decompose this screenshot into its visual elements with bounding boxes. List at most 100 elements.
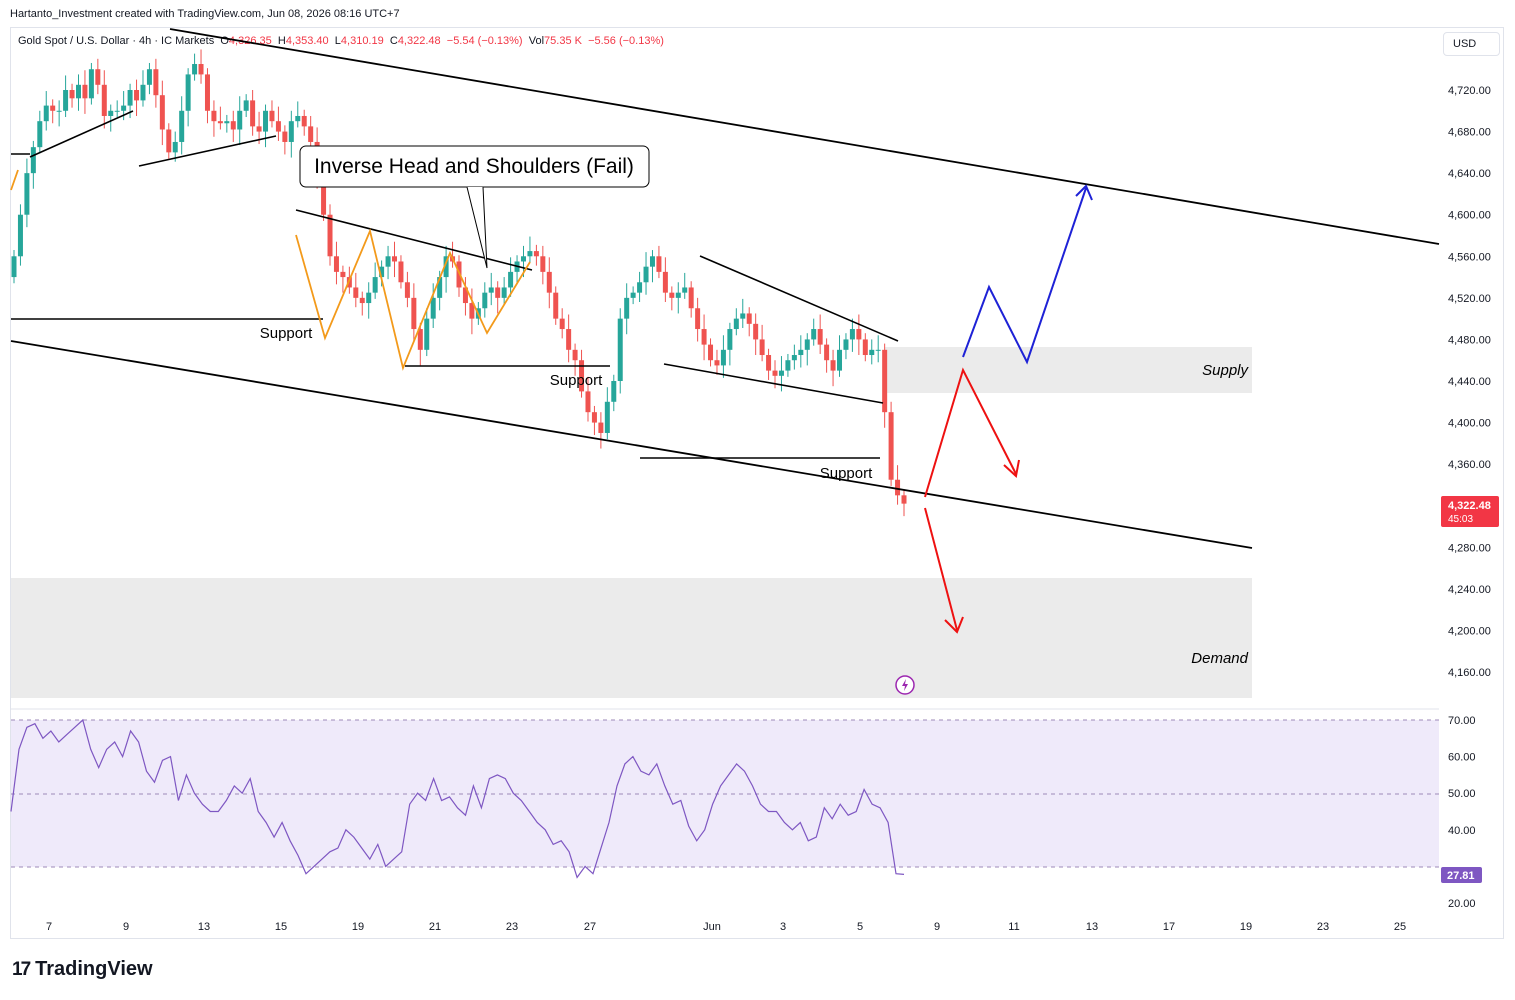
price-axis[interactable]: 4,720.00 4,680.00 4,640.00 4,600.00 4,560.00… [1448,85,1491,679]
candle-body [649,256,655,267]
symbol-label[interactable]: Gold Spot / U.S. Dollar · 4h · IC Market… [18,35,215,47]
support-label-3: Support [820,465,873,482]
close-value: 4,322.48 [397,35,441,47]
candle-body [192,64,198,75]
time-tick-label: 19 [1240,921,1252,933]
time-tick-label: 25 [1394,921,1406,933]
candle-body [585,391,591,413]
bearish-projection-path [924,367,1017,498]
candle-body [30,147,36,174]
candle-body [746,313,752,324]
price-tick-label: 4,280.00 [1448,542,1491,554]
candle-body [50,105,56,111]
price-tick-label: 4,440.00 [1448,376,1491,388]
candle-body [288,121,294,142]
time-tick-label: 13 [1086,921,1098,933]
callout-text: Inverse Head and Shoulders (Fail) [314,155,634,178]
time-tick-label: 3 [780,921,786,933]
candle-body [778,370,784,376]
low-value: 4,310.19 [340,35,384,47]
volume-value: 75.35 K [544,35,582,47]
candle-body [340,271,346,278]
candle-body [630,292,636,298]
price-tick-label: 4,400.00 [1448,418,1491,430]
candle-body [101,84,107,116]
price-tick-label: 4,200.00 [1448,625,1491,637]
candle-body [385,256,391,267]
candle-body [559,318,565,330]
bearish-arrowhead-1 [1003,459,1020,478]
candle-body [256,126,262,132]
volume-change: −5.56 (−0.13%) [588,35,664,47]
candle-body [888,412,894,480]
wedge-lower [663,363,884,404]
candle-body [82,84,88,99]
candle-body [179,110,185,142]
candle-body [75,84,81,99]
candle-body [488,287,494,293]
candle-body [146,69,152,85]
channel-upper-line [169,28,1440,245]
candle-body [533,251,539,257]
tradingview-brand[interactable]: 17 TradingView [12,958,153,981]
open-label: O [220,35,229,47]
rsi-tick-label: 40.00 [1448,825,1476,837]
candle-body [366,292,372,304]
candle-body [546,271,552,293]
candle-body [43,105,49,122]
candle-body [17,214,23,257]
candle-body [166,129,172,153]
last-price-text: 4,322.48 [1448,500,1491,512]
candle-body [295,115,301,122]
candle-body [882,349,888,413]
candle-body [353,287,359,298]
time-tick-label: 19 [352,921,364,933]
candle-body [404,282,410,298]
candle-body [766,355,772,371]
candle-body [462,287,468,304]
time-axis[interactable]: 7 9 13 15 19 21 23 27 Jun 3 5 9 11 13 17 19 23 25 [46,921,1406,933]
tradingview-logo-icon: 17 [12,958,31,980]
candle-body [772,370,778,376]
time-tick-label: 23 [1317,921,1329,933]
candle-body [611,381,617,402]
candle-body [669,292,675,298]
candle-body [333,256,339,272]
candle-body [540,256,546,272]
candle-body [740,313,746,319]
candle-body [714,360,720,366]
candle-body [662,271,668,293]
candle-body [695,308,701,330]
time-tick-label: 5 [857,921,863,933]
low-label: L [334,35,341,47]
candle-body [134,90,140,101]
price-tick-label: 4,720.00 [1448,85,1491,97]
candle-body [153,69,159,96]
candle-body [185,74,191,111]
candle-body [566,329,572,350]
candle-body [63,90,69,111]
currency-button[interactable]: USD [1443,32,1500,56]
price-tick-label: 4,360.00 [1448,459,1491,471]
price-tick-label: 4,560.00 [1448,251,1491,263]
candle-body [830,360,836,371]
bearish-drop-path [924,507,958,631]
candle-body [804,339,810,350]
candle-body [95,69,101,85]
rsi-tick-label: 20.00 [1448,898,1476,910]
price-tick-label: 4,600.00 [1448,210,1491,222]
candle-body [688,287,694,309]
candle-body [443,256,449,278]
candle-body [172,141,178,153]
time-tick-label: 9 [934,921,940,933]
bullish-arrowhead [1075,184,1093,201]
ihs-pattern-zigzag [295,228,531,371]
bar-countdown: 45:03 [1448,514,1473,525]
candle-body [643,266,649,283]
rsi-last-text: 27.81 [1447,870,1475,882]
candle-body [572,349,578,361]
price-tick-label: 4,480.00 [1448,334,1491,346]
trendline-a [29,110,134,158]
candle-body [275,121,281,132]
